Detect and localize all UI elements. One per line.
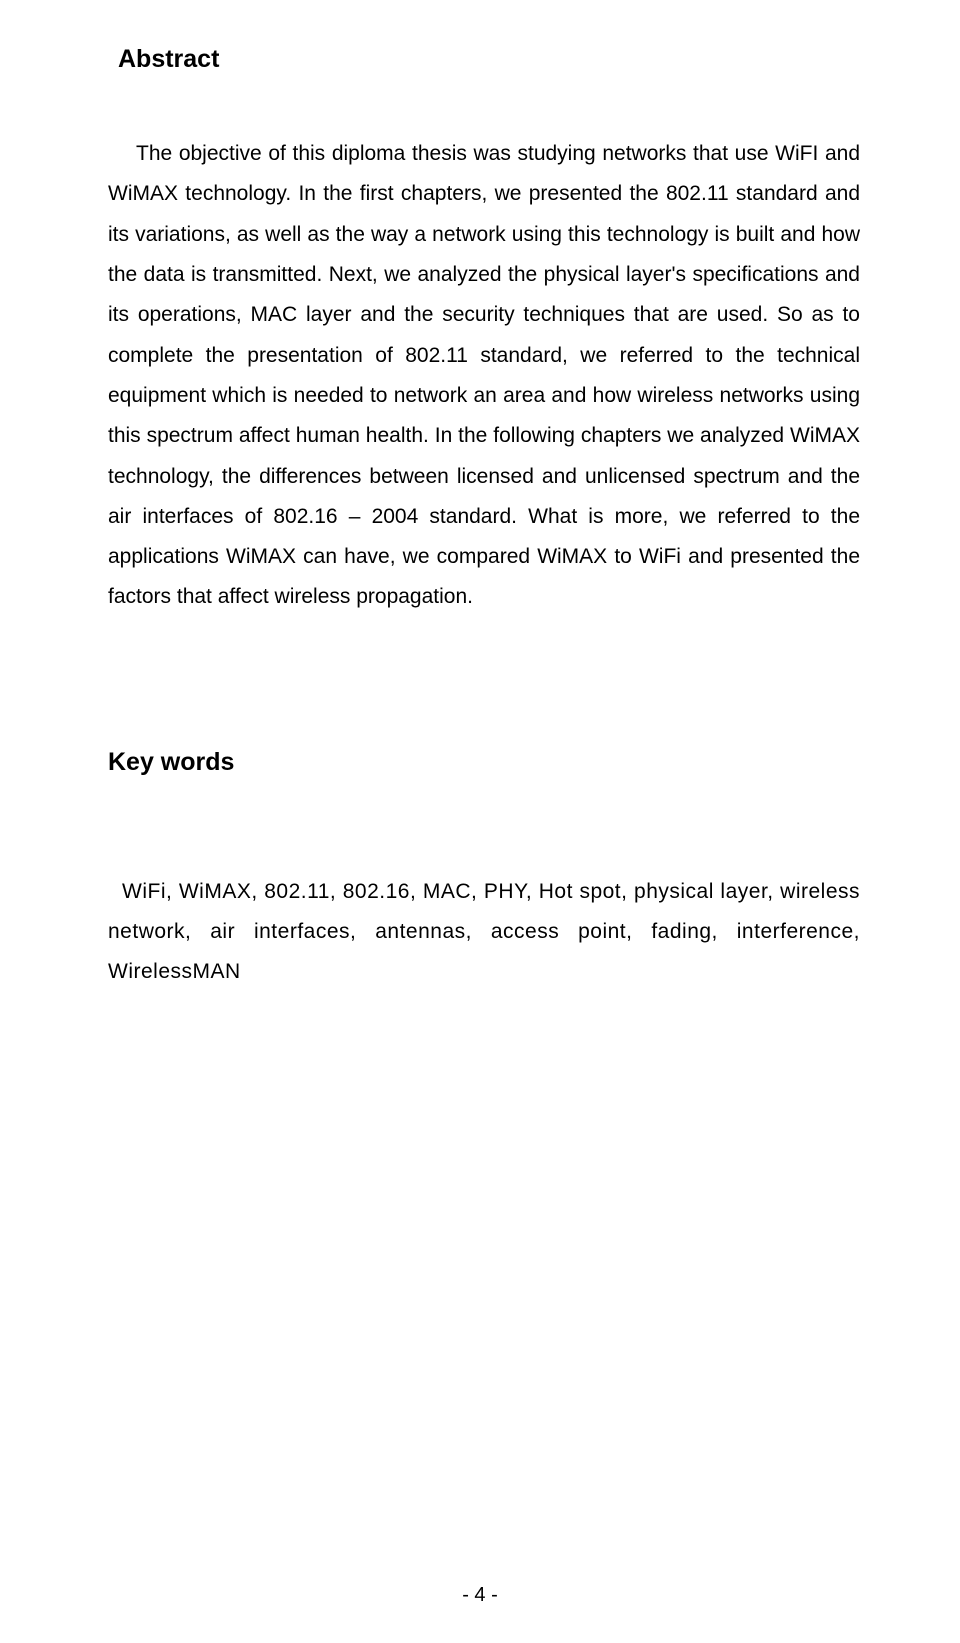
- page-number: - 4 -: [0, 1584, 960, 1607]
- keywords-body-text: WiFi, WiMAX, 802.11, 802.16, MAC, PHY, H…: [108, 880, 860, 984]
- abstract-body: The objective of this diploma thesis was…: [108, 134, 860, 618]
- keywords-body: WiFi, WiMAX, 802.11, 802.16, MAC, PHY, H…: [108, 872, 860, 993]
- abstract-body-text: The objective of this diploma thesis was…: [108, 142, 860, 608]
- abstract-heading: Abstract: [118, 45, 860, 74]
- keywords-heading: Key words: [108, 748, 860, 777]
